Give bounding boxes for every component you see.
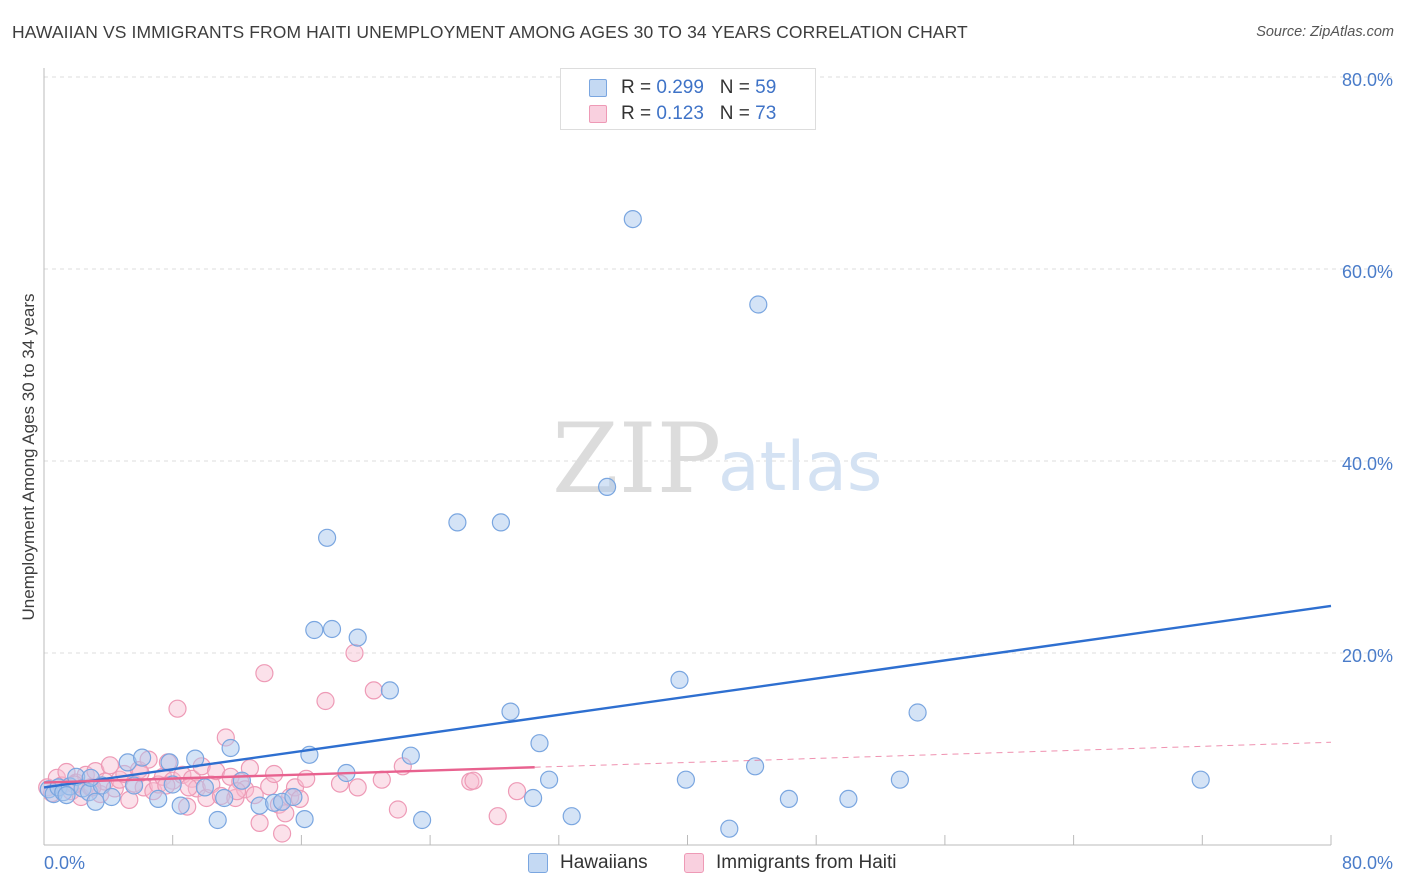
data-point xyxy=(322,619,342,639)
data-point xyxy=(149,789,168,809)
legend-swatch-hawaiians xyxy=(589,79,607,97)
watermark-zip: ZIP xyxy=(552,403,721,515)
data-point xyxy=(372,770,391,789)
y-axis-label: Unemployment Among Ages 30 to 34 years xyxy=(19,294,38,621)
data-point xyxy=(221,738,240,758)
data-point xyxy=(720,819,739,838)
data-point xyxy=(562,807,581,826)
data-point xyxy=(81,768,100,787)
y-axis-ticks: 20.0% 40.0% 60.0% 80.0% xyxy=(1342,70,1393,666)
trend-line-hawaiians xyxy=(43,604,1332,789)
trend-line-haiti xyxy=(43,766,535,784)
data-point xyxy=(597,477,617,496)
series-hawaiians-points xyxy=(39,210,1210,838)
legend-r-value-hawaiians: 0.299 xyxy=(656,77,704,98)
data-point xyxy=(348,628,367,647)
data-point xyxy=(255,664,274,683)
data-point xyxy=(507,782,527,801)
data-point xyxy=(208,810,227,830)
data-point xyxy=(345,643,364,663)
chart-title: HAWAIIAN VS IMMIGRANTS FROM HAITI UNEMPL… xyxy=(12,22,968,42)
data-point xyxy=(448,513,467,532)
data-point xyxy=(102,787,121,807)
data-point xyxy=(232,771,251,790)
data-point xyxy=(676,770,696,789)
legend-n-label: N = xyxy=(719,77,756,98)
data-point xyxy=(1191,770,1210,789)
data-point xyxy=(348,778,367,797)
data-point xyxy=(215,788,234,808)
data-point xyxy=(364,681,383,700)
series-haiti-points xyxy=(38,643,527,843)
data-point xyxy=(890,770,910,789)
data-point xyxy=(491,513,510,532)
legend-n-value-hawaiians: 59 xyxy=(755,77,777,98)
legend-swatch-haiti xyxy=(589,105,607,123)
data-point xyxy=(749,295,768,314)
data-point xyxy=(745,757,765,776)
data-point xyxy=(284,787,303,807)
data-point xyxy=(523,788,543,808)
data-point xyxy=(133,748,152,767)
legend-r-label: R = xyxy=(621,103,657,124)
x-tick-label-min: 0.0% xyxy=(44,853,85,873)
data-point xyxy=(501,702,520,721)
data-point xyxy=(464,771,483,790)
data-point xyxy=(168,699,187,718)
data-point xyxy=(318,528,337,547)
data-point xyxy=(401,746,420,765)
y-tick-label: 40.0% xyxy=(1342,454,1393,474)
legend-label-hawaiians: Hawaiians xyxy=(560,852,648,873)
data-point xyxy=(305,620,324,640)
data-point xyxy=(100,756,120,775)
data-point xyxy=(623,210,642,229)
data-point xyxy=(179,778,198,797)
source-label: Source: ZipAtlas.com xyxy=(1256,24,1394,40)
legend-swatch-hawaiians xyxy=(528,853,548,873)
legend-swatch-haiti xyxy=(684,853,704,873)
data-point xyxy=(908,703,927,722)
y-tick-label: 80.0% xyxy=(1342,70,1393,90)
y-tick-label: 60.0% xyxy=(1342,262,1393,282)
data-point xyxy=(388,800,407,819)
data-point xyxy=(488,807,507,826)
data-point xyxy=(295,809,314,829)
data-point xyxy=(163,775,182,794)
legend-label-haiti: Immigrants from Haiti xyxy=(716,852,897,873)
data-point xyxy=(316,691,335,711)
legend-n-value-haiti: 73 xyxy=(755,103,777,124)
data-point xyxy=(273,824,292,843)
watermark-atlas: atlas xyxy=(718,428,882,507)
data-point xyxy=(195,778,214,797)
data-point xyxy=(839,789,858,809)
data-point xyxy=(380,681,399,700)
legend-r-label: R = xyxy=(621,77,657,98)
data-point xyxy=(171,796,190,815)
data-point xyxy=(57,785,76,805)
x-tick-label-max: 80.0% xyxy=(1342,853,1393,873)
data-point xyxy=(86,792,105,811)
data-point xyxy=(670,670,689,690)
data-point xyxy=(250,813,269,833)
legend-r-value-haiti: 0.123 xyxy=(656,103,704,124)
data-point xyxy=(530,734,549,753)
y-tick-label: 20.0% xyxy=(1342,646,1393,666)
data-point xyxy=(265,764,284,784)
data-point xyxy=(125,776,144,795)
stats-legend: R = 0.299 N = 59 R = 0.123 N = 73 xyxy=(560,68,816,130)
gridlines xyxy=(43,68,1392,846)
legend-n-label: N = xyxy=(719,103,756,124)
data-point xyxy=(413,810,432,830)
data-point xyxy=(539,770,559,789)
data-point xyxy=(779,789,799,809)
trend-lines xyxy=(43,604,1332,789)
data-point xyxy=(297,769,316,788)
trend-line-haiti-extension xyxy=(534,741,1332,768)
